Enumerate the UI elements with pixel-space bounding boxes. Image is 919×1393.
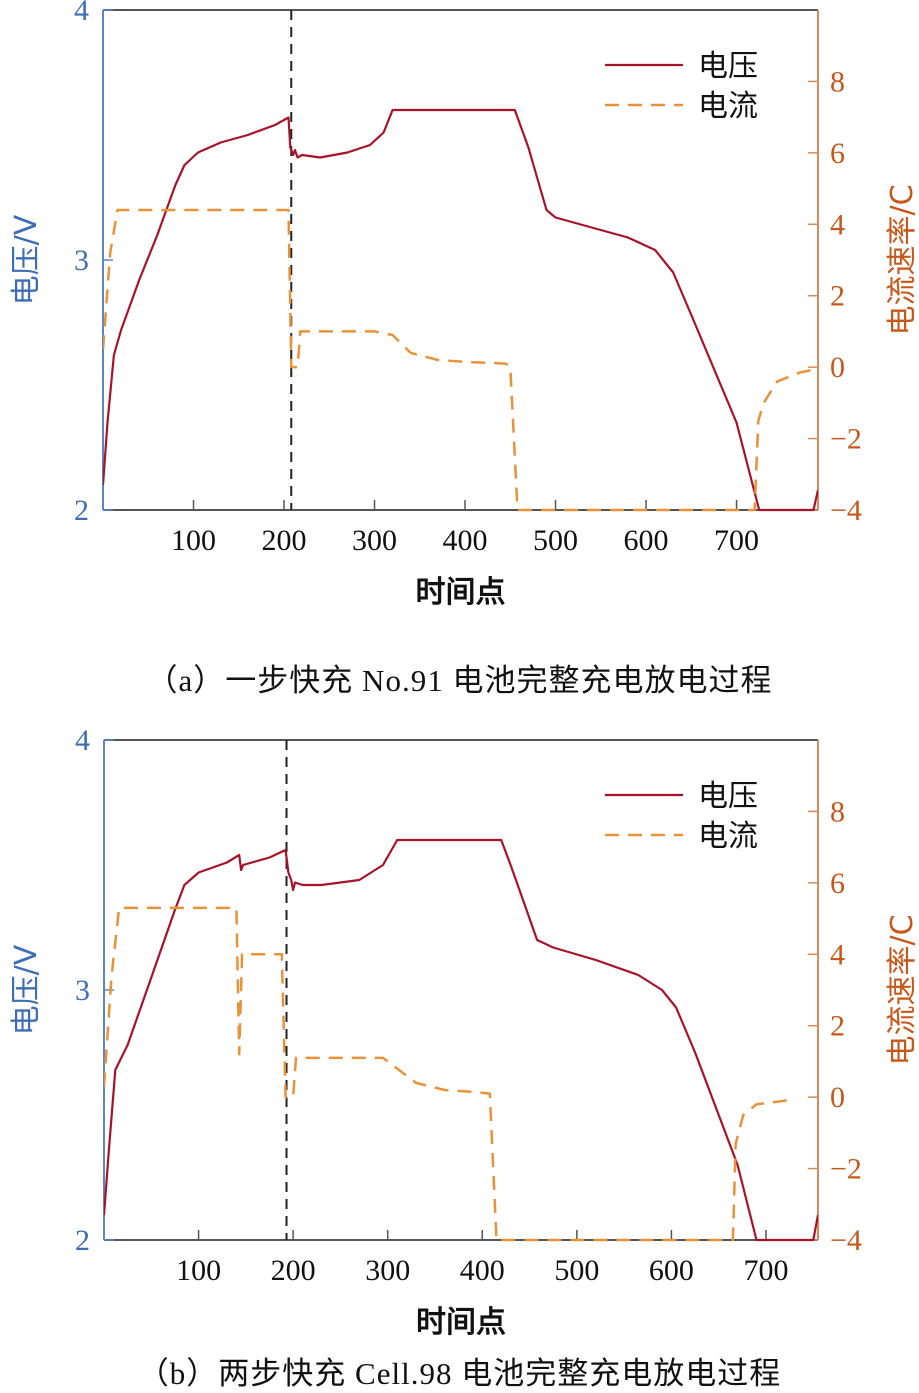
x-axis-title: 时间点 (416, 575, 506, 610)
left-y-tick-label: 2 (75, 1224, 90, 1257)
voltage-series-line (103, 108, 818, 512)
left-y-tick-label: 3 (74, 244, 89, 277)
right-y-tick-label: 8 (830, 65, 845, 98)
x-tick-label: 100 (176, 1254, 221, 1287)
right-y-axis-title: 电流速率/C (885, 914, 919, 1065)
right-y-tick-label: −4 (830, 1224, 862, 1257)
left-y-axis-title: 电压/V (9, 944, 44, 1035)
figure-a: 100 200 300 400 500 600 700 2 3 4 −4 −2 0 2 4 6 8 时间点 电压/V… (9, 0, 919, 698)
x-tick-label: 700 (743, 1254, 788, 1287)
right-y-tick-label: 6 (830, 137, 845, 170)
x-tick-label: 600 (649, 1254, 694, 1287)
current-series-line (104, 906, 796, 1242)
right-y-tick-label: 4 (830, 938, 845, 971)
legend-current-label: 电流 (698, 819, 758, 854)
legend-current-label: 电流 (698, 89, 758, 124)
legend-voltage-label: 电压 (698, 49, 758, 84)
x-tick-label: 400 (443, 524, 488, 557)
x-tick-label: 100 (171, 524, 216, 557)
right-y-tick-label: −2 (830, 423, 862, 456)
x-axis-title: 时间点 (416, 1305, 506, 1340)
current-series-line (103, 208, 818, 512)
left-y-tick-label: 4 (74, 0, 89, 27)
right-y-tick-label: 0 (830, 1081, 845, 1114)
right-y-tick-label: 2 (830, 1010, 845, 1043)
right-y-axis-title: 电流速率/C (885, 184, 919, 335)
right-y-tick-label: 0 (830, 351, 845, 384)
x-tick-label: 500 (533, 524, 578, 557)
caption-b: （b）两步快充 Cell.98 电池完整充电放电过程 (137, 1356, 782, 1391)
caption-a: （a）一步快充 No.91 电池完整充电放电过程 (146, 663, 773, 698)
x-tick-label: 300 (365, 1254, 410, 1287)
x-tick-label: 200 (271, 1254, 316, 1287)
left-y-tick-label: 2 (74, 494, 89, 527)
right-y-tick-label: 4 (830, 208, 845, 241)
right-y-tick-label: 8 (830, 795, 845, 828)
x-tick-label: 500 (554, 1254, 599, 1287)
left-y-tick-label: 4 (75, 730, 90, 757)
left-y-axis-title: 电压/V (9, 214, 44, 305)
right-y-tick-label: −4 (830, 494, 862, 527)
right-y-tick-label: −2 (830, 1153, 862, 1186)
figure-b: 100 200 300 400 500 600 700 2 3 4 −4 −2 0 2 4 6 8 时间点 电压/V… (0, 730, 919, 1392)
right-y-tick-label: 2 (830, 280, 845, 313)
chart-b: 100 200 300 400 500 600 700 2 3 4 −4 −2 0 2 4 6 8 时间点 电压/V… (9, 730, 919, 1340)
chart-a: 100 200 300 400 500 600 700 2 3 4 −4 −2 0 2 4 6 8 时间点 电压/V… (9, 0, 919, 610)
x-tick-label: 400 (460, 1254, 505, 1287)
left-y-tick-label: 3 (75, 974, 90, 1007)
x-tick-label: 200 (262, 524, 307, 557)
x-tick-label: 700 (714, 524, 759, 557)
x-tick-label: 300 (352, 524, 397, 557)
right-y-tick-label: 6 (830, 867, 845, 900)
x-tick-label: 600 (624, 524, 669, 557)
legend-voltage-label: 电压 (698, 779, 758, 814)
voltage-series-line (104, 838, 818, 1242)
